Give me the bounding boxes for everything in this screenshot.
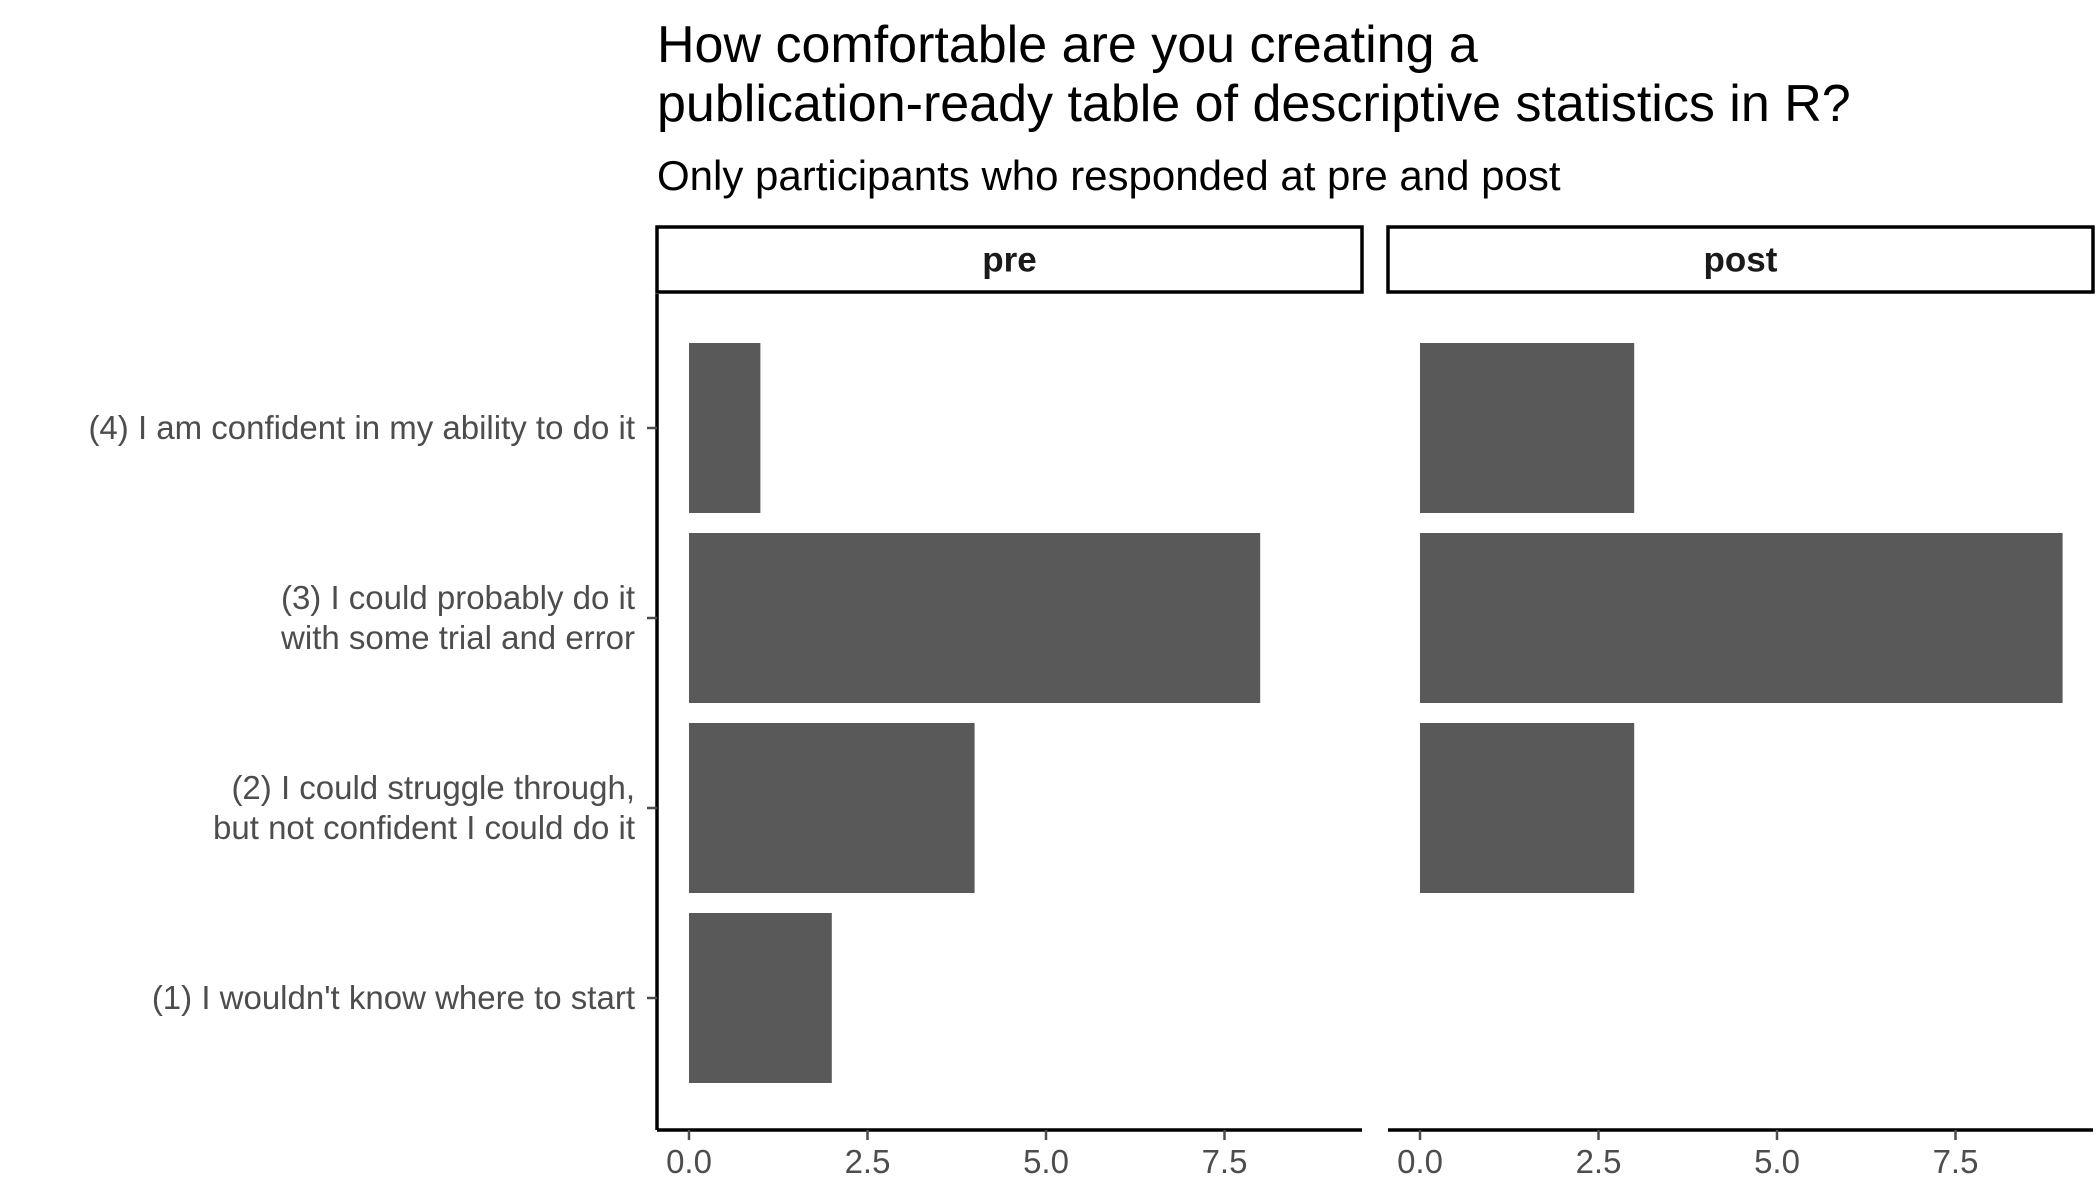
y-category-label-4: (4) I am confident in my ability to do i… (88, 409, 635, 446)
bar-pre-1 (689, 913, 832, 1083)
y-category-label-line: but not confident I could do it (213, 809, 635, 846)
x-tick-label-pre-7.5: 7.5 (1202, 1143, 1248, 1180)
chart-title-line-1: How comfortable are you creating a (657, 16, 1478, 74)
facet-strip-post (1386, 225, 2095, 294)
bar-post-3 (1420, 533, 2063, 703)
bar-post-2 (1420, 723, 1635, 893)
y-category-label-line: with some trial and error (280, 619, 635, 656)
chart-title-line-2: publication-ready table of descriptive s… (657, 75, 1851, 133)
plot-area: pre 0.0 2.5 5.0 7.5 post 0.0 2.5 5.0 7.5 (4) I am … (88, 225, 2095, 1180)
bar-pre-2 (689, 723, 975, 893)
y-category-label-2: (2) I could struggle through, but not con… (213, 769, 635, 846)
bar-pre-4 (689, 343, 761, 513)
y-category-label-1: (1) I wouldn't know where to start (152, 979, 635, 1016)
x-tick-label-pre-0.0: 0.0 (666, 1143, 712, 1180)
y-category-label-line: (2) I could struggle through, (231, 769, 635, 806)
facet-strip-pre (655, 225, 1364, 294)
chart-subtitle: Only participants who responded at pre a… (657, 152, 1561, 199)
x-tick-label-post-7.5: 7.5 (1933, 1143, 1979, 1180)
y-category-label-line: (4) I am confident in my ability to do i… (88, 409, 635, 446)
facet-label-pre: pre (982, 241, 1036, 280)
x-tick-label-pre-5.0: 5.0 (1023, 1143, 1069, 1180)
bar-pre-3 (689, 533, 1261, 703)
facet-label-post: post (1704, 241, 1778, 280)
y-category-label-line: (1) I wouldn't know where to start (152, 979, 635, 1016)
bar-post-4 (1420, 343, 1635, 513)
y-category-label-line: (3) I could probably do it (281, 579, 635, 616)
x-tick-label-post-2.5: 2.5 (1576, 1143, 1622, 1180)
y-category-label-3: (3) I could probably do it with some tria… (280, 579, 635, 656)
x-tick-label-post-5.0: 5.0 (1754, 1143, 1800, 1180)
x-tick-label-pre-2.5: 2.5 (845, 1143, 891, 1180)
x-tick-label-post-0.0: 0.0 (1397, 1143, 1443, 1180)
